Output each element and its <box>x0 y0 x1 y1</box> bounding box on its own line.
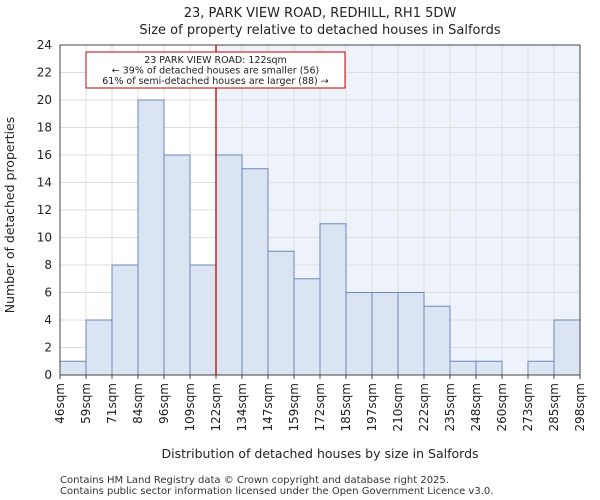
y-tick-label: 10 <box>37 231 52 245</box>
annotation-line-2: ← 39% of detached houses are smaller (56… <box>112 66 319 77</box>
annotation-line-1: 23 PARK VIEW ROAD: 122sqm <box>144 55 287 66</box>
x-tick-label: 235sqm <box>443 383 457 431</box>
x-tick-label: 71sqm <box>105 383 119 424</box>
y-tick-label: 6 <box>44 286 52 300</box>
bar <box>527 360 555 376</box>
x-tick-label: 185sqm <box>339 383 353 431</box>
bar <box>293 278 321 376</box>
annotation-line-3: 61% of semi-detached houses are larger (… <box>102 76 329 87</box>
y-axis-title: Number of detached properties <box>2 117 17 314</box>
x-tick-label: 248sqm <box>469 383 483 431</box>
bar <box>189 264 217 376</box>
x-tick-label: 134sqm <box>235 383 249 431</box>
x-tick-label: 285sqm <box>547 383 561 431</box>
y-tick-label: 8 <box>44 258 52 272</box>
x-tick-label: 260sqm <box>495 383 509 431</box>
x-axis-title: Distribution of detached houses by size … <box>161 446 478 461</box>
footer-copyright: Contains HM Land Registry data © Crown c… <box>60 475 449 486</box>
bar <box>345 292 373 376</box>
annotation-box <box>85 51 346 89</box>
x-tick-label: 210sqm <box>391 383 405 431</box>
x-tick-label: 96sqm <box>157 383 171 424</box>
bar <box>215 154 243 376</box>
y-tick-label: 24 <box>37 38 52 52</box>
x-tick-label: 84sqm <box>131 383 145 424</box>
x-tick-label: 222sqm <box>417 383 431 431</box>
x-tick-label: 197sqm <box>365 383 379 431</box>
bar <box>423 305 451 376</box>
y-tick-label: 4 <box>44 313 52 327</box>
footer-licence: Contains public sector information licen… <box>60 486 493 497</box>
bar <box>397 292 425 376</box>
bar <box>553 319 581 376</box>
bar <box>137 99 165 376</box>
x-tick-label: 273sqm <box>521 383 535 431</box>
bar <box>475 360 503 376</box>
x-tick-label: 59sqm <box>79 383 93 424</box>
chart-subtitle: Size of property relative to detached ho… <box>139 23 501 38</box>
bar <box>371 292 399 376</box>
bar <box>267 250 295 376</box>
x-tick-label: 172sqm <box>313 383 327 431</box>
x-tick-label: 109sqm <box>183 383 197 431</box>
x-tick-label: 298sqm <box>573 383 587 431</box>
y-tick-label: 2 <box>44 341 52 355</box>
bar <box>85 319 113 376</box>
y-tick-label: 18 <box>37 121 52 135</box>
bar <box>241 168 269 376</box>
y-tick-label: 22 <box>37 66 52 80</box>
bar <box>319 223 347 376</box>
y-tick-label: 16 <box>37 148 52 162</box>
x-tick-label: 122sqm <box>209 383 223 431</box>
y-tick-label: 20 <box>37 93 52 107</box>
x-tick-label: 159sqm <box>287 383 301 431</box>
chart-title: 23, PARK VIEW ROAD, REDHILL, RH1 5DW <box>184 6 457 21</box>
x-tick-label: 147sqm <box>261 383 275 431</box>
y-tick-label: 14 <box>37 176 52 190</box>
bar <box>59 360 87 376</box>
y-tick-label: 0 <box>44 368 52 382</box>
bar <box>449 360 477 376</box>
x-tick-label: 46sqm <box>53 383 67 424</box>
bar <box>111 264 139 376</box>
bar <box>163 154 191 376</box>
y-tick-label: 12 <box>37 203 52 217</box>
